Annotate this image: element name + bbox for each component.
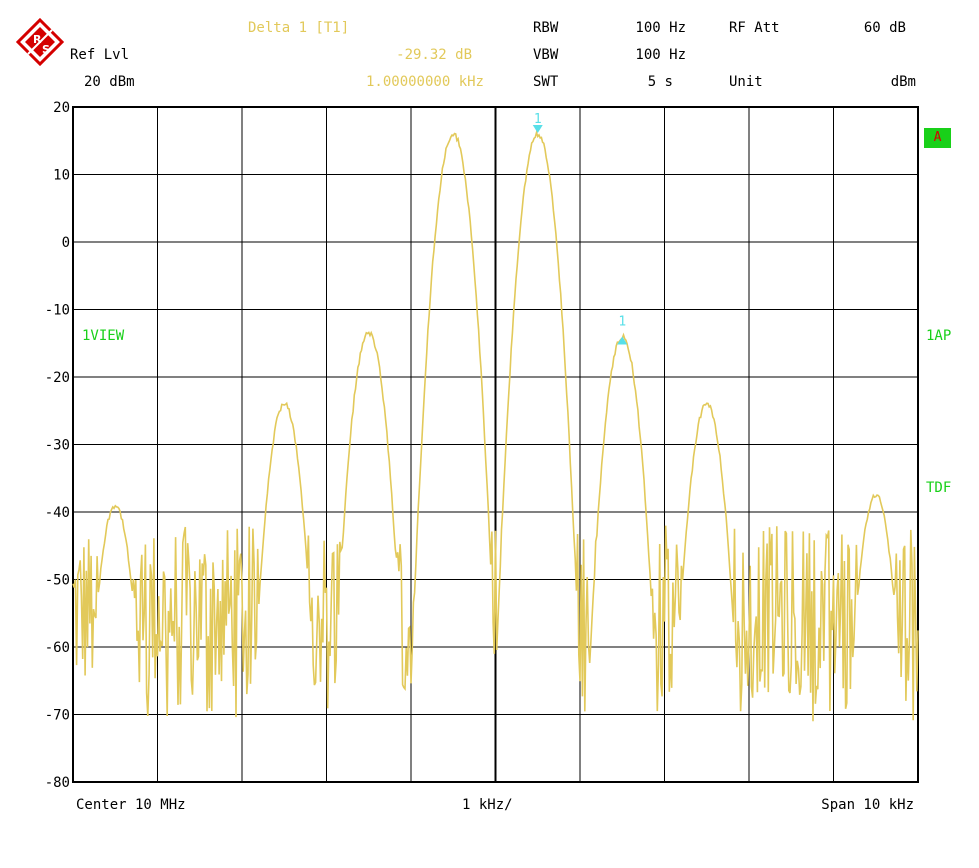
marker-frequency: 1.00000000 kHz [365,74,484,90]
marker-label: 1 [618,315,626,330]
span-label: Span 10 kHz [821,797,914,813]
y-tick-label: -60 [45,640,70,656]
vbw-label: VBW [533,47,559,63]
view-label: 1VIEW [82,328,125,344]
unit-value: dBm [890,74,916,90]
rbw-label: RBW [533,20,559,36]
spectrum-trace [72,129,919,722]
y-tick-label: -20 [45,370,70,386]
center-frequency: Center 10 MHz [76,797,186,813]
tdf-label: TDF [926,480,952,496]
y-tick-label: -70 [45,708,70,724]
y-tick-label: 20 [53,100,70,116]
y-tick-label: -40 [45,505,70,521]
rf-att-label: RF Att [729,20,780,36]
marker-down-icon: 1 [532,112,543,133]
svg-text:R: R [33,33,42,46]
ref-level-value: 20 dBm [84,74,135,90]
vbw-value: 100 Hz [635,47,686,63]
swt-label: SWT [533,74,559,90]
rbw-value: 100 Hz [635,20,686,36]
y-tick-label: -80 [45,775,70,791]
division-scale: 1 kHz/ [462,797,513,813]
swt-value: 5 s [647,74,673,90]
marker-title: Delta 1 [T1] [248,20,350,36]
marker-label: 1 [534,112,542,127]
ap-label: 1AP [926,328,952,344]
y-tick-label: 0 [62,235,70,251]
svg-text:S: S [42,43,50,56]
marker-level: -29.32 dB [396,47,472,63]
y-tick-label: -50 [45,573,70,589]
marker-up-icon: 1 [617,315,628,345]
ref-level-label: Ref Lvl [70,47,130,63]
y-tick-label: 10 [53,168,70,184]
rf-att-value: 60 dB [863,20,906,36]
rohde-schwarz-logo-icon: R S [16,18,64,66]
y-tick-label: -30 [45,438,70,454]
unit-label: Unit [729,74,763,90]
y-tick-label: -10 [45,303,70,319]
trace-a-badge: A [924,128,951,148]
